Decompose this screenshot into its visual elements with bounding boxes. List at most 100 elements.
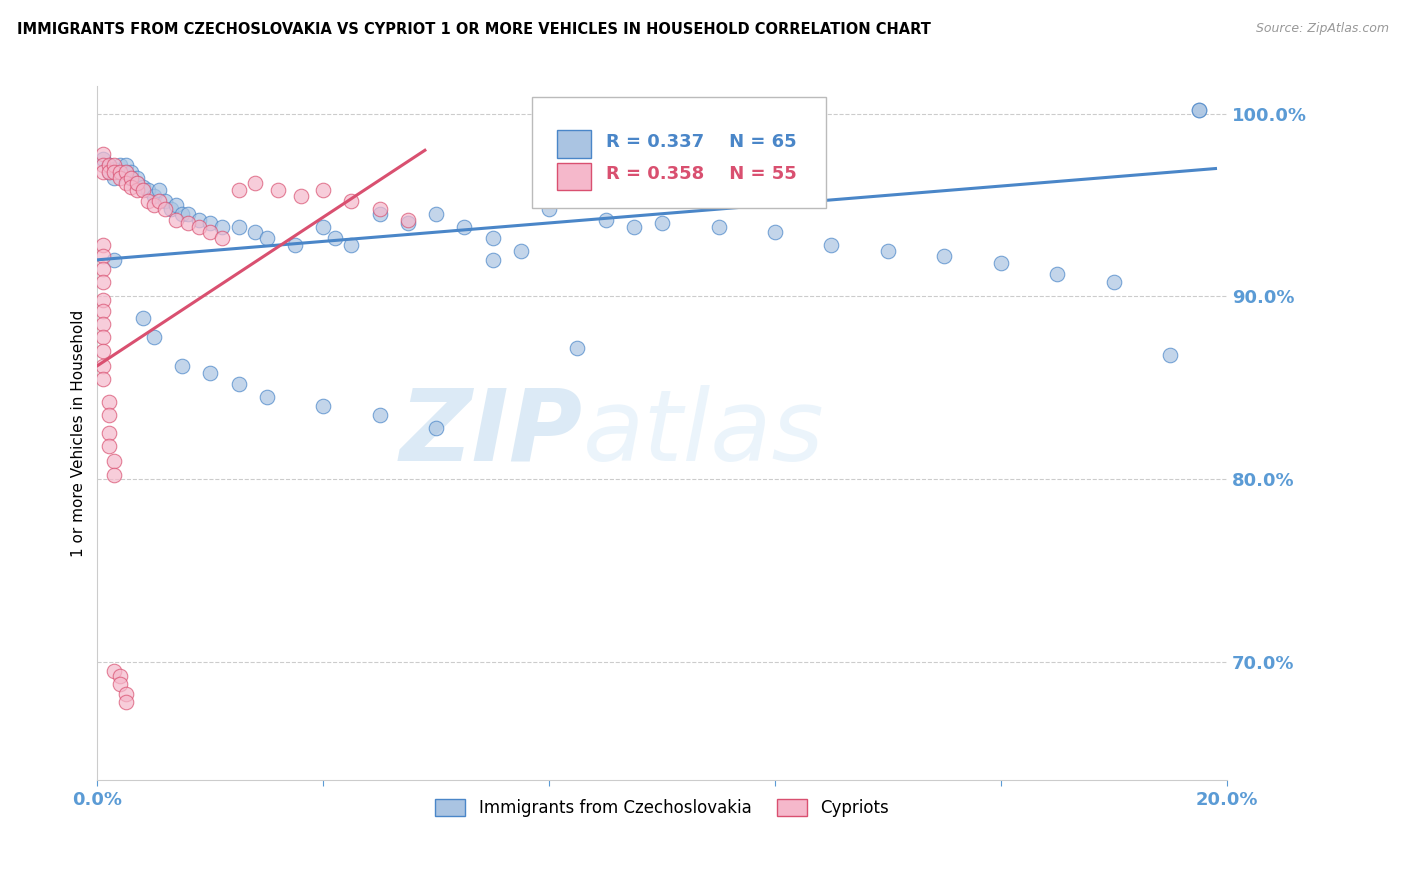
Point [91,238,114,252]
Point [567,341,589,355]
Point [97,426,120,441]
Point [91,344,114,359]
Point [136,184,159,198]
Point [103,161,125,176]
Point [1159,348,1181,362]
Point [97,408,120,422]
Point [228,377,250,392]
Point [97,158,120,172]
Point [211,231,233,245]
Point [114,695,136,709]
Point [108,170,131,185]
Point [990,256,1012,270]
Point [142,329,165,343]
Point [97,395,120,409]
Point [228,219,250,234]
Point [245,226,267,240]
Point [763,226,786,240]
Point [91,371,114,385]
Point [114,165,136,179]
Point [396,212,419,227]
Point [877,244,900,258]
Point [103,158,125,172]
Point [91,317,114,331]
Point [165,212,187,227]
Point [340,194,363,209]
Point [284,238,307,252]
Point [509,244,531,258]
Point [125,176,148,190]
Bar [557,130,591,158]
Point [120,179,142,194]
Point [453,219,475,234]
Point [170,207,193,221]
Point [256,231,278,245]
Point [97,165,120,179]
Point [200,216,222,230]
Point [103,170,125,185]
Point [170,359,193,373]
Point [153,194,176,209]
Point [108,165,131,179]
Point [211,219,233,234]
Point [136,194,159,209]
Point [148,184,170,198]
Point [120,170,142,185]
Point [91,249,114,263]
Point [290,189,312,203]
Point [91,158,114,172]
Y-axis label: 1 or more Vehicles in Household: 1 or more Vehicles in Household [72,310,86,557]
Bar [557,162,591,191]
Point [91,304,114,318]
Point [97,439,120,453]
Point [396,216,419,230]
Point [153,202,176,216]
Point [108,669,131,683]
Point [120,170,142,185]
Point [91,165,114,179]
Point [91,329,114,343]
Point [142,189,165,203]
Point [114,688,136,702]
Point [103,454,125,468]
Point [177,216,200,230]
Point [125,176,148,190]
Point [103,664,125,678]
Point [481,252,503,267]
Point [148,194,170,209]
Point [228,184,250,198]
Point [125,170,148,185]
Point [312,399,335,413]
Point [114,176,136,190]
Text: ZIP: ZIP [399,384,583,482]
Text: R = 0.358    N = 55: R = 0.358 N = 55 [606,166,796,184]
Point [934,249,956,263]
Point [108,158,131,172]
Point [131,184,153,198]
Point [623,219,645,234]
Point [159,202,181,216]
Point [425,421,447,435]
Point [91,359,114,373]
Text: R = 0.337    N = 65: R = 0.337 N = 65 [606,133,796,151]
Point [245,176,267,190]
Point [1187,103,1209,117]
Point [91,153,114,167]
Point [103,252,125,267]
Point [368,408,391,422]
Point [97,165,120,179]
Point [97,158,120,172]
Point [188,212,211,227]
Point [114,165,136,179]
Point [91,275,114,289]
Point [368,202,391,216]
Point [142,198,165,212]
Point [368,207,391,221]
Point [538,202,561,216]
Point [91,262,114,277]
Point [651,216,673,230]
Point [267,184,290,198]
Point [103,165,125,179]
Point [312,219,335,234]
Point [481,231,503,245]
